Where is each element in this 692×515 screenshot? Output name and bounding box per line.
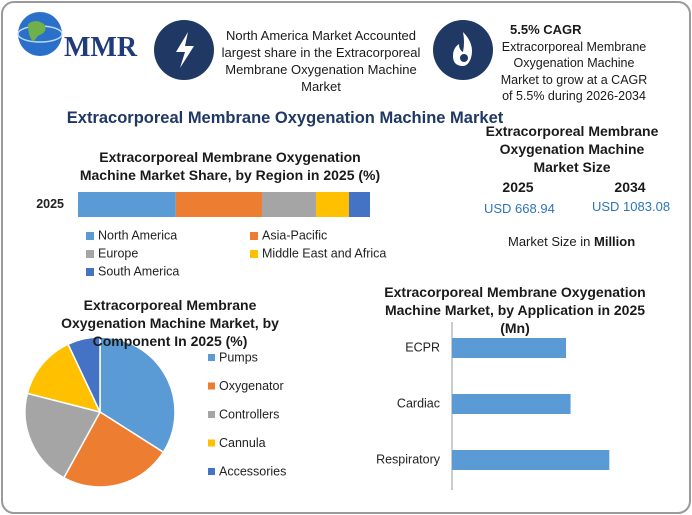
size-note: Market Size in Million	[508, 234, 635, 251]
pie-slice	[24, 392, 102, 479]
legend-label: Accessories	[219, 464, 286, 478]
icon-bolt	[176, 32, 194, 68]
legend-swatch	[86, 232, 94, 240]
size-note-unit: Million	[594, 234, 636, 249]
legend-swatch	[86, 268, 94, 276]
legend-swatch	[208, 382, 215, 390]
size-year: 2025	[502, 179, 534, 195]
bar-segment	[261, 192, 316, 217]
legend-swatch	[208, 354, 215, 361]
legend-swatch	[208, 411, 215, 418]
legend-label: Cannula	[219, 436, 266, 450]
fact-heading: 5.5% CAGR	[510, 22, 582, 37]
legend-label: Europe	[98, 246, 138, 260]
size-note-text: Market Size in	[508, 234, 591, 249]
legend-label: South America	[98, 264, 179, 278]
bar	[452, 450, 610, 470]
pie-slice	[67, 336, 101, 413]
logo-land	[28, 21, 46, 42]
bar-segment	[315, 192, 349, 217]
fact-text: Extracorporeal Membrane Oxygenation Mach…	[500, 40, 648, 103]
legend-label: Middle East and Africa	[262, 246, 386, 260]
legend-label: North America	[98, 228, 177, 242]
legend-swatch	[86, 250, 94, 258]
icon-flame-bg	[433, 20, 493, 80]
legend-label: Controllers	[219, 407, 279, 421]
fact-text: North America Market Accounted largest s…	[221, 28, 421, 94]
bar	[452, 338, 566, 358]
chart-title: Extracorporeal Membrane Oxygenation Mach…	[79, 149, 381, 184]
size-year: 2034	[614, 179, 646, 195]
chart-title: Extracorporeal Membrane Oxygenation Mach…	[384, 284, 646, 337]
y-tick-label: Cardiac	[397, 396, 440, 410]
size-title: Extracorporeal Membrane Oxygenation Mach…	[485, 123, 659, 176]
icon-flame-core	[460, 54, 468, 62]
pie-slice	[62, 410, 165, 488]
size-value: USD 1083.08	[592, 199, 671, 214]
legend-swatch	[250, 250, 258, 258]
bar-segment	[348, 192, 370, 217]
legend-swatch	[250, 232, 258, 240]
bar-segment	[175, 192, 262, 217]
legend-label: Pumps	[219, 350, 258, 364]
size-value: USD 668.94	[484, 201, 555, 216]
legend-label: Oxygenator	[219, 379, 284, 393]
y-tick-label: ECPR	[405, 340, 440, 354]
bar	[452, 394, 571, 414]
legend-swatch	[208, 439, 215, 447]
legend-swatch	[208, 468, 215, 475]
pie-slice	[26, 343, 102, 414]
y-tick-label: Respiratory	[376, 452, 441, 466]
y-tick-label: 2025	[36, 197, 64, 211]
bar-segment	[78, 192, 176, 217]
logo-text: MMR	[64, 32, 138, 63]
chart-title: Extracorporeal Membrane Oxygenation Mach…	[61, 297, 279, 350]
main-title: Extracorporeal Membrane Oxygenation Mach…	[66, 109, 504, 127]
legend-label: Asia-Pacific	[262, 228, 327, 242]
